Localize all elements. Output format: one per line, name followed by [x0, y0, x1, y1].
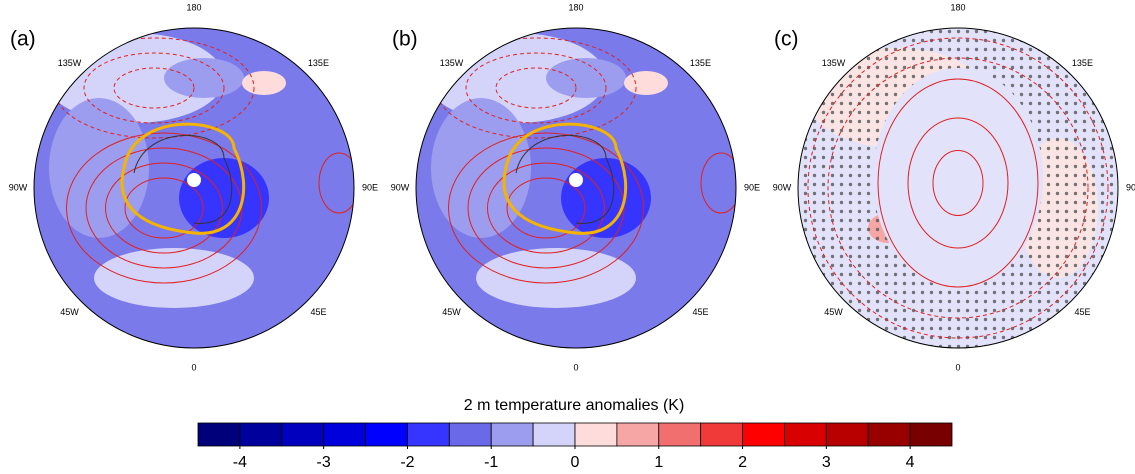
- longitude-label: 90W: [773, 182, 792, 192]
- longitude-label: 135W: [440, 58, 464, 68]
- shade: [242, 71, 286, 95]
- map: [798, 28, 1118, 348]
- panel-label: (c): [774, 28, 799, 51]
- contour: [105, 162, 223, 254]
- colorbar-box: [616, 422, 660, 447]
- contour: [506, 177, 586, 239]
- colorbar-box: [490, 422, 534, 447]
- longitude-label: 90W: [9, 182, 28, 192]
- colorbar-tick-label: 0: [571, 454, 580, 471]
- longitude-label: 45E: [1074, 307, 1090, 317]
- longitude-label: 135E: [308, 58, 329, 68]
- colorbar-box: [700, 422, 743, 447]
- panel-label: (a): [10, 28, 36, 51]
- pole: [187, 173, 201, 187]
- longitude-label: 135W: [822, 58, 846, 68]
- colorbar-tick-label: 3: [822, 454, 831, 471]
- contour: [932, 150, 984, 216]
- colorbar-box: [574, 422, 618, 447]
- longitude-label: 135W: [58, 58, 82, 68]
- longitude-label: 0: [573, 362, 578, 372]
- stipple-gap: [873, 68, 1043, 288]
- contour: [85, 147, 243, 269]
- colorbar-box: [407, 422, 450, 447]
- contour: [448, 132, 644, 284]
- longitude-label: 45W: [60, 307, 79, 317]
- map-outline: [415, 27, 737, 349]
- contour: [66, 132, 262, 284]
- colorbar-box: [867, 422, 911, 447]
- longitude-label: 45E: [692, 307, 708, 317]
- colorbar-box: [532, 422, 576, 447]
- longitude-label: 0: [955, 362, 960, 372]
- shade: [431, 98, 531, 238]
- colorbar-box: [658, 422, 702, 447]
- colorbar-box: [323, 422, 366, 447]
- colorbar-box: [784, 422, 827, 447]
- longitude-label: 90W: [391, 182, 410, 192]
- colorbar-box: [197, 422, 241, 447]
- contour: [487, 162, 605, 254]
- shade: [164, 58, 244, 98]
- colorbar-tick-label: 1: [654, 454, 663, 471]
- contour: [495, 67, 577, 109]
- longitude-label: 180: [186, 2, 201, 12]
- contour: [465, 52, 607, 124]
- shade: [546, 58, 626, 98]
- contour: [467, 147, 625, 269]
- colorbar-box: [365, 422, 408, 447]
- colorbar-tick-label: 2: [738, 454, 747, 471]
- contour: [124, 177, 204, 239]
- colorbar-tick-label: -3: [317, 454, 331, 471]
- shade: [94, 248, 254, 308]
- shade: [49, 98, 149, 238]
- panel-label: (b): [392, 28, 418, 51]
- contour: [700, 152, 736, 214]
- contour: [807, 37, 1109, 339]
- colorbar-box: [448, 422, 492, 447]
- contour: [83, 52, 225, 124]
- colorbar-title: 2 m temperature anomalies (K): [464, 397, 685, 414]
- colorbar-tick-label: -4: [233, 454, 247, 471]
- longitude-label: 90E: [1126, 182, 1135, 192]
- shade: [179, 158, 269, 238]
- sea-ice-edge: [502, 122, 628, 235]
- colorbar-box: [239, 422, 283, 447]
- longitude-label: 180: [950, 2, 965, 12]
- shade: [624, 71, 668, 95]
- colorbar-box: [281, 422, 325, 447]
- longitude-label: 45E: [310, 307, 326, 317]
- sea-ice-edge: [120, 122, 246, 235]
- contour: [318, 152, 354, 214]
- shade: [476, 248, 636, 308]
- longitude-label: 0: [191, 362, 196, 372]
- map-outline: [797, 27, 1119, 349]
- pole: [569, 173, 583, 187]
- map: [416, 28, 736, 348]
- colorbar-box: [742, 422, 785, 447]
- contour: [877, 78, 1039, 288]
- contour: [113, 67, 195, 109]
- longitude-label: 135E: [690, 58, 711, 68]
- longitude-label: 90E: [362, 182, 378, 192]
- colorbar-box: [909, 422, 953, 447]
- contour: [907, 117, 1009, 249]
- sea-ice-edge: [515, 134, 615, 224]
- colorbar-box: [825, 422, 869, 447]
- longitude-label: 45W: [442, 307, 461, 317]
- colorbar-tick-label: 4: [906, 454, 915, 471]
- colorbar-tick-label: -2: [400, 454, 414, 471]
- map: [34, 28, 354, 348]
- contour: [827, 57, 1089, 319]
- shade: [561, 158, 651, 238]
- longitude-label: 90E: [744, 182, 760, 192]
- colorbar-tick-label: -1: [484, 454, 498, 471]
- longitude-label: 45W: [824, 307, 843, 317]
- longitude-label: 180: [568, 2, 583, 12]
- map-outline: [33, 27, 355, 349]
- longitude-label: 135E: [1072, 58, 1093, 68]
- sea-ice-edge: [133, 134, 233, 224]
